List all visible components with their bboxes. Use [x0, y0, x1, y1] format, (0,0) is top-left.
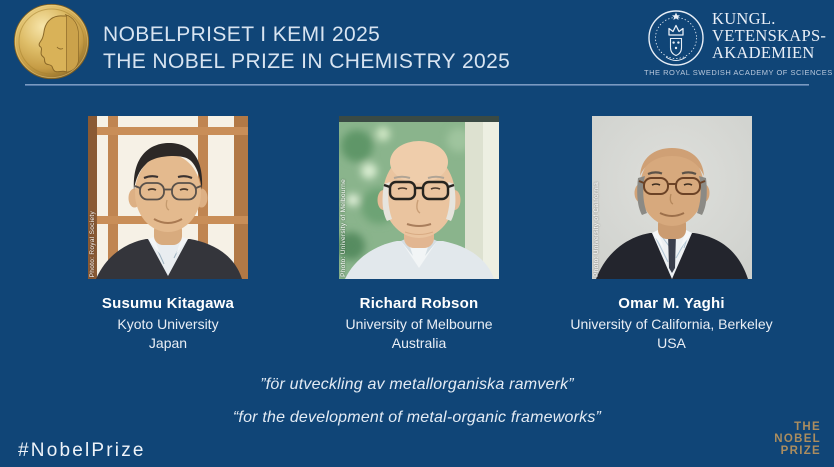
- laureate-name: Susumu Kitagawa: [101, 295, 235, 312]
- laureate-affiliation: University of California, Berkeley: [570, 316, 773, 332]
- brand-line-the: THE: [794, 421, 821, 433]
- academy-subtitle: THE ROYAL SWEDISH ACADEMY OF SCIENCES: [644, 68, 833, 77]
- laureate-country: Japan: [148, 335, 188, 351]
- photo-credit: Photo: University of Melbourne: [340, 179, 347, 277]
- citation-swedish: ”för utveckling av metallorganiska ramve…: [260, 376, 574, 393]
- laureate-card-yaghi: Photo: University of California Omar M. …: [528, 116, 815, 351]
- academy-seal-icon: [646, 8, 706, 68]
- laureate-card-kitagawa: Photo: Royal Society Susumu Kitagawa Kyo…: [28, 116, 308, 351]
- laureate-photo-yaghi: Photo: University of California: [591, 116, 752, 279]
- laureate-name: Richard Robson: [359, 295, 479, 312]
- laureate-name: Omar M. Yaghi: [618, 295, 725, 312]
- nobel-medal-icon: [13, 3, 90, 80]
- laureate-country: USA: [657, 335, 686, 351]
- photo-credit: Photo: Royal Society: [89, 210, 96, 277]
- laureate-photo-robson: Photo: University of Melbourne: [339, 116, 499, 279]
- hashtag-nobelprize: #NobelPrize: [18, 440, 146, 461]
- photo-credit: Photo: University of California: [592, 182, 600, 277]
- laureate-country: Australia: [391, 335, 447, 351]
- title-line-swedish: NOBELPRISET I KEMI 2025: [103, 23, 381, 46]
- citation-english: “for the development of metal-organic fr…: [232, 409, 602, 426]
- academy-name-line2: VETENSKAPS-: [712, 26, 827, 45]
- laureate-photo-kitagawa: Photo: Royal Society: [88, 116, 248, 279]
- academy-name-line3: AKADEMIEN: [712, 43, 815, 62]
- laureate-affiliation: University of Melbourne: [345, 316, 493, 332]
- page-title: NOBELPRISET I KEMI 2025 THE NOBEL PRIZE …: [103, 21, 510, 75]
- title-line-english: THE NOBEL PRIZE IN CHEMISTRY 2025: [103, 50, 511, 73]
- laureate-card-robson: Photo: University of Melbourne Richard R…: [279, 116, 559, 351]
- brand-line-prize: PRIZE: [780, 445, 821, 457]
- header-divider: [25, 84, 809, 86]
- academy-name-line1: KUNGL.: [712, 9, 776, 28]
- laureate-affiliation: Kyoto University: [117, 316, 219, 332]
- brand-line-nobel: NOBEL: [774, 433, 821, 445]
- nobel-prize-wordmark: THE NOBEL PRIZE: [774, 421, 821, 457]
- academy-wordmark: KUNGL. VETENSKAPS- AKADEMIEN: [712, 10, 826, 61]
